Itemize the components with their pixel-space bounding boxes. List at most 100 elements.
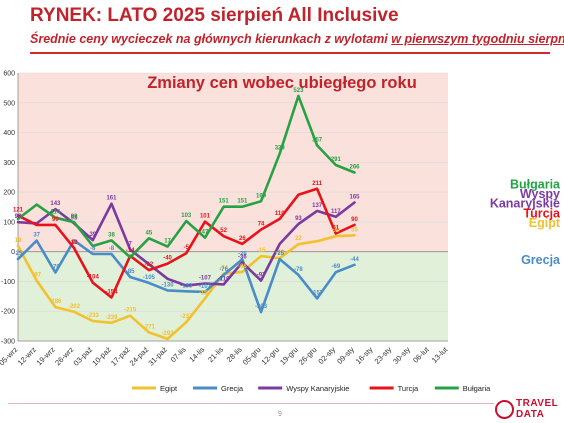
data-label-grecja: -203 xyxy=(255,304,268,310)
logo-text-travel: TRAVEL xyxy=(516,398,559,409)
data-label-turcja: 26 xyxy=(239,236,246,242)
y-tick-label: 400 xyxy=(3,130,15,137)
data-label-grecja: 37 xyxy=(33,233,40,239)
data-label-grecja: -85 xyxy=(126,269,135,275)
data-label-turcja: -154 xyxy=(105,290,118,296)
data-label-grecja: -105 xyxy=(143,275,156,281)
data-label-bulgaria: 266 xyxy=(350,164,361,170)
data-label-turcja: 101 xyxy=(200,214,211,220)
data-label-egipt: 55 xyxy=(351,227,358,233)
page-subtitle: Średnie ceny wycieczek na głównych kieru… xyxy=(30,32,564,46)
y-tick-label: 0 xyxy=(11,249,15,256)
series-line-egipt xyxy=(16,234,356,341)
side-label: Bułgaria xyxy=(510,178,561,192)
data-label-wyspy-kanaryjskie: -97 xyxy=(257,273,266,279)
data-label-bulgaria: 103 xyxy=(181,213,192,219)
chart-title: Zmiany cen wobec ubiegłego roku xyxy=(147,74,417,92)
x-tick-label: 30-sty xyxy=(391,345,412,366)
logo-text-data: DATA xyxy=(516,409,545,420)
data-label-grecja: -130 xyxy=(162,282,175,288)
x-tick-label: 24-paź xyxy=(128,345,151,368)
legend-entry: Grecja xyxy=(221,384,244,393)
y-tick-label: 200 xyxy=(3,190,15,197)
legend-entry: Bułgaria xyxy=(463,384,491,393)
x-tick-label: 03-paź xyxy=(72,345,95,368)
data-label-wyspy-kanaryjskie: 117 xyxy=(331,209,341,215)
x-tick-label: 12-gru xyxy=(259,345,281,367)
data-label-wyspy-kanaryjskie: 93 xyxy=(295,216,302,222)
y-tick-label: 300 xyxy=(3,160,15,167)
data-label-grecja: -25 xyxy=(14,251,23,257)
x-tick-label: 21-lis xyxy=(206,345,225,364)
data-label-grecja: -69 xyxy=(331,264,340,270)
x-tick-label: 07-lis xyxy=(169,345,188,364)
data-label-bulgaria: 17 xyxy=(164,239,171,245)
side-label: Wyspy xyxy=(520,187,560,201)
data-label-egipt: -157 xyxy=(199,290,212,296)
data-label-grecja: -133 xyxy=(180,283,193,289)
data-label-egipt: -239 xyxy=(105,315,118,321)
data-label-egipt: -15 xyxy=(257,248,266,254)
data-label-turcja: 90 xyxy=(351,217,358,223)
data-label-bulgaria: 45 xyxy=(146,230,153,236)
legend-entry: Wyspy Kanaryjskie xyxy=(286,384,349,393)
data-label-grecja: -70 xyxy=(51,265,60,271)
y-tick-label: -100 xyxy=(1,279,15,286)
data-label-egipt: -74 xyxy=(219,266,228,272)
legend-entry: Egipt xyxy=(160,384,178,393)
data-label-wyspy-kanaryjskie: 95 xyxy=(71,215,78,221)
x-tick-label: 26-gru xyxy=(297,345,319,367)
footer-divider xyxy=(8,403,494,404)
legend-entry: Turcja xyxy=(398,384,419,393)
travel-data-logo: TRAVEL DATA xyxy=(495,397,563,423)
data-label-turcja: -40 xyxy=(163,256,172,262)
data-label-egipt: 52 xyxy=(332,228,339,234)
data-label-egipt: -22 xyxy=(275,250,284,256)
subtitle-text: Średnie ceny wycieczek na głównych kieru… xyxy=(30,32,392,46)
data-label-egipt: -186 xyxy=(49,299,62,305)
x-tick-label: 14-lis xyxy=(187,345,206,364)
x-tick-label: 06-lut xyxy=(411,344,431,364)
data-label-grecja: -44 xyxy=(350,257,359,263)
data-label-egipt: -68 xyxy=(238,264,247,270)
data-label-bulgaria: 357 xyxy=(312,137,323,143)
data-label-grecja: -26 xyxy=(238,251,247,257)
x-tick-label: 02-sty xyxy=(316,345,337,366)
data-label-grecja: -8 xyxy=(90,246,96,252)
data-label-grecja: -8 xyxy=(109,246,115,252)
data-label-wyspy-kanaryjskie: -110 xyxy=(218,276,230,282)
data-label-grecja: -76 xyxy=(219,267,228,273)
x-tick-label: 05-gru xyxy=(241,345,263,367)
y-tick-label: 100 xyxy=(3,219,15,226)
side-label: Egipt xyxy=(529,216,561,230)
data-label-turcja: 121 xyxy=(13,208,24,214)
data-label-egipt: -215 xyxy=(124,308,137,314)
series-line-bulgaria xyxy=(16,94,356,259)
data-label-turcja: -5 xyxy=(184,245,190,251)
data-label-turcja: 52 xyxy=(220,228,227,234)
data-label-turcja: 61 xyxy=(332,226,339,232)
data-label-grecja: -157 xyxy=(311,290,324,296)
data-label-egipt: -271 xyxy=(143,324,156,330)
data-label-wyspy-kanaryjskie: 143 xyxy=(50,201,61,207)
data-label-bulgaria: 291 xyxy=(331,157,342,163)
data-label-egipt: -97 xyxy=(32,273,41,279)
data-label-bulgaria: 523 xyxy=(293,88,304,94)
side-label: Turcja xyxy=(523,206,561,220)
x-tick-label: 17-paź xyxy=(109,345,132,368)
data-label-bulgaria: 38 xyxy=(108,232,115,238)
x-tick-label: 26-wrz xyxy=(53,345,75,367)
x-tick-label: 19-wrz xyxy=(35,345,57,367)
data-label-turcja: 12 xyxy=(71,240,78,246)
data-label-bulgaria: 151 xyxy=(219,199,230,205)
x-tick-label: 12-wrz xyxy=(16,345,38,367)
data-label-turcja: -104 xyxy=(87,275,100,281)
x-tick-label: 05-wrz xyxy=(0,345,20,367)
data-label-wyspy-kanaryjskie: 39 xyxy=(89,232,96,238)
side-label: Kanaryjskie xyxy=(490,197,560,211)
data-label-bulgaria: 169 xyxy=(256,193,267,199)
data-label-turcja: -62 xyxy=(145,262,154,268)
x-tick-label: 23-sty xyxy=(373,345,394,366)
data-label-wyspy-kanaryjskie: 137 xyxy=(312,203,323,209)
data-label-bulgaria: 99 xyxy=(71,214,78,220)
